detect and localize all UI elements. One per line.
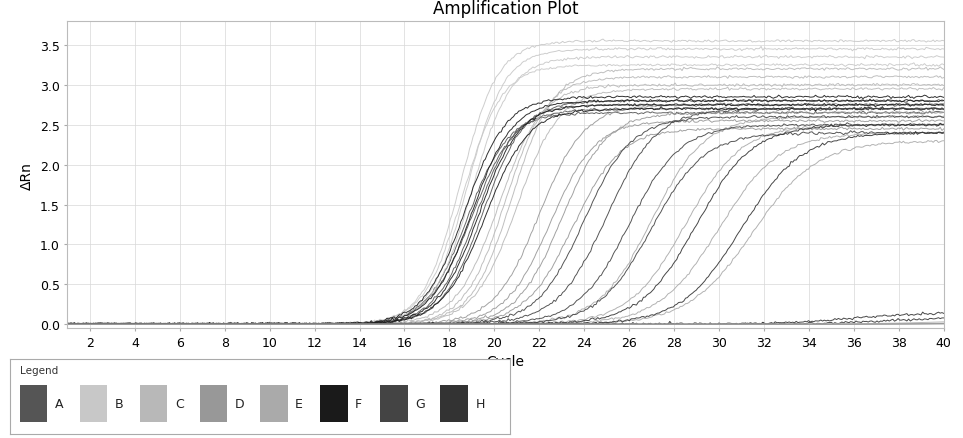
Text: F: F	[355, 397, 362, 410]
FancyBboxPatch shape	[19, 385, 47, 422]
Text: H: H	[476, 397, 484, 410]
FancyBboxPatch shape	[260, 385, 288, 422]
Text: B: B	[115, 397, 123, 410]
FancyBboxPatch shape	[140, 385, 168, 422]
Text: D: D	[235, 397, 245, 410]
Title: Amplification Plot: Amplification Plot	[432, 0, 579, 18]
FancyBboxPatch shape	[200, 385, 227, 422]
Y-axis label: ΔRn: ΔRn	[20, 161, 35, 189]
X-axis label: Cycle: Cycle	[486, 355, 525, 369]
Text: G: G	[415, 397, 425, 410]
Text: C: C	[175, 397, 184, 410]
FancyBboxPatch shape	[380, 385, 407, 422]
FancyBboxPatch shape	[80, 385, 107, 422]
Text: E: E	[295, 397, 303, 410]
FancyBboxPatch shape	[320, 385, 348, 422]
Text: Legend: Legend	[19, 365, 58, 375]
Text: A: A	[55, 397, 64, 410]
FancyBboxPatch shape	[440, 385, 468, 422]
